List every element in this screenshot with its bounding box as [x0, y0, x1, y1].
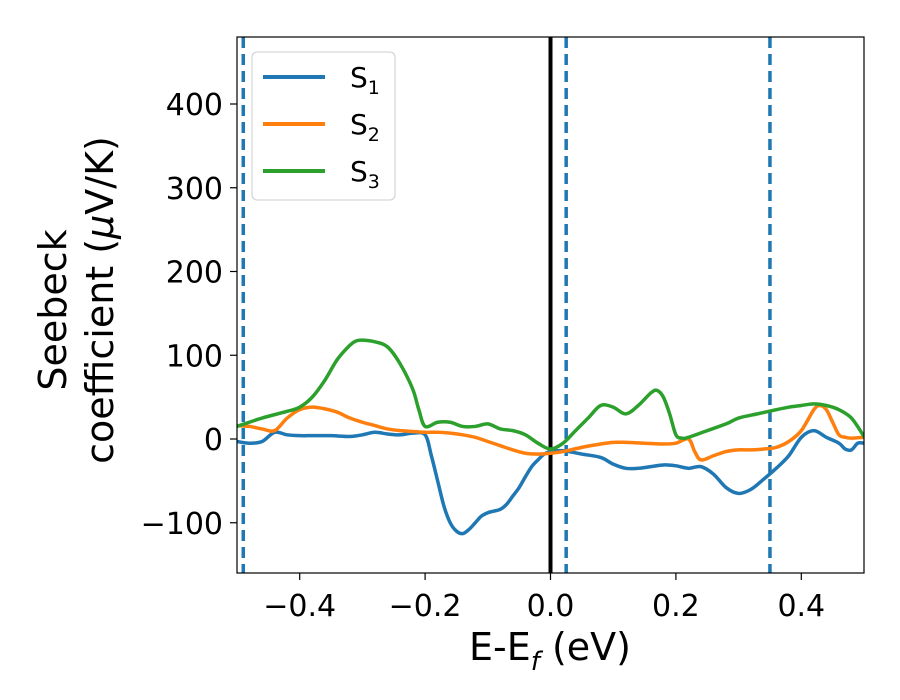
x-axis-ticks: −0.4 −0.2 0.0 0.2 0.4 [263, 573, 825, 624]
y-axis-label-line1: Seebeck [31, 229, 75, 390]
series-line-s1 [237, 428, 864, 536]
legend: S1 S2 S3 [251, 51, 396, 201]
reference-lines [241, 37, 772, 573]
x-tick-label: 0.0 [527, 589, 575, 624]
x-tick-label: 0.2 [652, 589, 700, 624]
y-axis-ticks: −100 0 100 200 300 400 [141, 88, 237, 542]
legend-label-s2: S2 [350, 108, 380, 146]
y-tick-label: 200 [166, 256, 223, 291]
y-tick-label: −100 [141, 507, 223, 542]
series-lines [237, 338, 864, 536]
y-tick-label: 0 [204, 423, 223, 458]
x-tick-label: −0.2 [389, 589, 462, 624]
series-line-s3 [237, 338, 864, 451]
y-axis-label-line2: coefficient (μV/K) [78, 136, 122, 464]
x-axis-label: E-Ef (eV) [469, 625, 631, 677]
y-tick-label: 300 [166, 172, 223, 207]
x-tick-label: −0.4 [263, 589, 336, 624]
legend-label-s1: S1 [350, 61, 380, 99]
y-tick-label: 400 [166, 88, 223, 123]
x-tick-label: 0.4 [777, 589, 825, 624]
series-line-s2 [237, 403, 864, 462]
y-tick-label: 100 [166, 339, 223, 374]
legend-label-s3: S3 [350, 155, 380, 193]
